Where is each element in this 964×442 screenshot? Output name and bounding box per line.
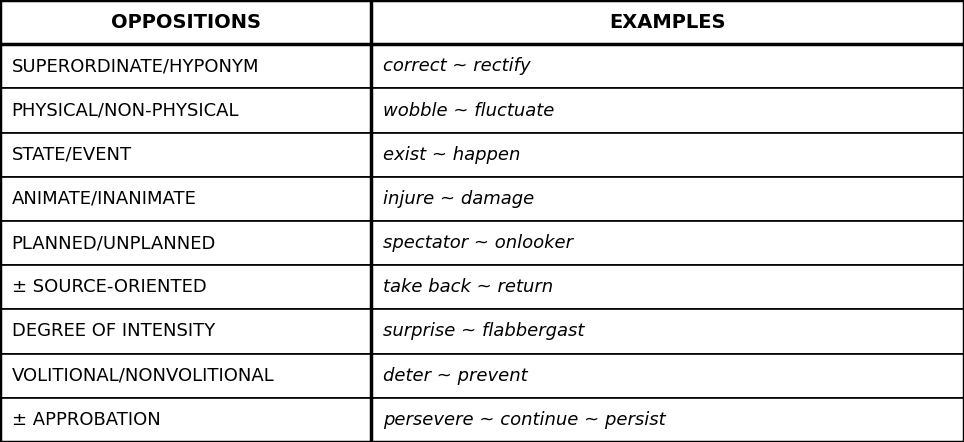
Bar	[371, 177, 964, 221]
Text: PLANNED/UNPLANNED: PLANNED/UNPLANNED	[12, 234, 216, 252]
Bar	[371, 398, 964, 442]
Bar	[0, 354, 371, 398]
Bar	[371, 88, 964, 133]
Text: spectator ~ onlooker: spectator ~ onlooker	[383, 234, 573, 252]
Text: SUPERORDINATE/HYPONYM: SUPERORDINATE/HYPONYM	[12, 57, 259, 75]
Bar	[0, 133, 371, 177]
Bar	[0, 44, 371, 88]
Text: DEGREE OF INTENSITY: DEGREE OF INTENSITY	[12, 323, 215, 340]
Text: deter ~ prevent: deter ~ prevent	[383, 367, 527, 385]
Text: correct ~ rectify: correct ~ rectify	[383, 57, 530, 75]
Bar	[0, 265, 371, 309]
Bar	[0, 221, 371, 265]
Bar	[371, 265, 964, 309]
Bar	[371, 221, 964, 265]
Text: PHYSICAL/NON-PHYSICAL: PHYSICAL/NON-PHYSICAL	[12, 102, 239, 119]
Text: surprise ~ flabbergast: surprise ~ flabbergast	[383, 323, 584, 340]
Bar	[0, 177, 371, 221]
Bar	[371, 133, 964, 177]
Text: injure ~ damage: injure ~ damage	[383, 190, 534, 208]
Text: ± SOURCE-ORIENTED: ± SOURCE-ORIENTED	[12, 278, 206, 296]
Text: take back ~ return: take back ~ return	[383, 278, 552, 296]
Text: ANIMATE/INANIMATE: ANIMATE/INANIMATE	[12, 190, 197, 208]
Text: wobble ~ fluctuate: wobble ~ fluctuate	[383, 102, 554, 119]
Bar	[371, 0, 964, 44]
Text: EXAMPLES: EXAMPLES	[609, 13, 726, 31]
Bar	[0, 88, 371, 133]
Text: persevere ~ continue ~ persist: persevere ~ continue ~ persist	[383, 411, 665, 429]
Text: STATE/EVENT: STATE/EVENT	[12, 146, 132, 164]
Bar	[371, 354, 964, 398]
Bar	[0, 309, 371, 354]
Bar	[0, 398, 371, 442]
Text: ± APPROBATION: ± APPROBATION	[12, 411, 160, 429]
Bar	[0, 0, 371, 44]
Text: exist ~ happen: exist ~ happen	[383, 146, 521, 164]
Text: OPPOSITIONS: OPPOSITIONS	[111, 13, 260, 31]
Bar	[371, 309, 964, 354]
Bar	[371, 44, 964, 88]
Text: VOLITIONAL/NONVOLITIONAL: VOLITIONAL/NONVOLITIONAL	[12, 367, 275, 385]
